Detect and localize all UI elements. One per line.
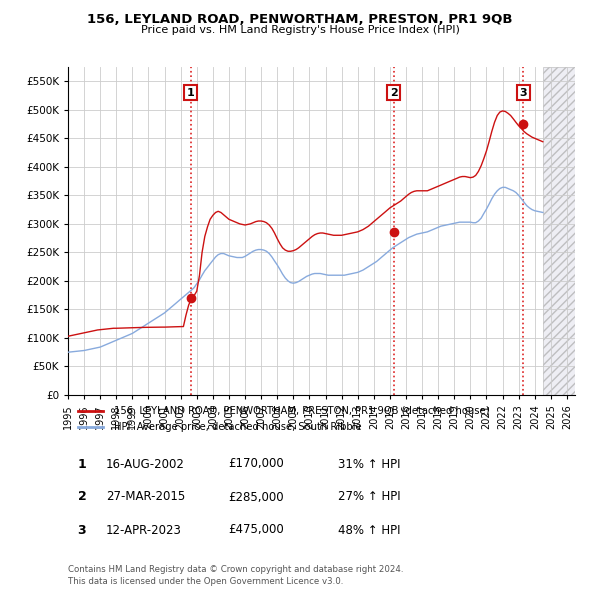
Text: 27-MAR-2015: 27-MAR-2015 [106,490,185,503]
Text: 1: 1 [187,88,194,98]
Text: £285,000: £285,000 [228,490,284,503]
Text: This data is licensed under the Open Government Licence v3.0.: This data is licensed under the Open Gov… [68,578,343,586]
Text: 3: 3 [520,88,527,98]
Text: Contains HM Land Registry data © Crown copyright and database right 2024.: Contains HM Land Registry data © Crown c… [68,565,404,575]
Text: 31% ↑ HPI: 31% ↑ HPI [338,457,401,470]
Text: 156, LEYLAND ROAD, PENWORTHAM, PRESTON, PR1 9QB: 156, LEYLAND ROAD, PENWORTHAM, PRESTON, … [87,13,513,26]
Text: 27% ↑ HPI: 27% ↑ HPI [338,490,401,503]
Text: 1: 1 [77,457,86,470]
Text: HPI: Average price, detached house, South Ribble: HPI: Average price, detached house, Sout… [113,422,361,432]
Text: 2: 2 [390,88,398,98]
Text: 2: 2 [77,490,86,503]
Text: Price paid vs. HM Land Registry's House Price Index (HPI): Price paid vs. HM Land Registry's House … [140,25,460,35]
Text: £475,000: £475,000 [228,523,284,536]
Text: 156, LEYLAND ROAD, PENWORTHAM, PRESTON, PR1 9QB (detached house): 156, LEYLAND ROAD, PENWORTHAM, PRESTON, … [113,406,489,415]
Text: 16-AUG-2002: 16-AUG-2002 [106,457,185,470]
Text: 12-APR-2023: 12-APR-2023 [106,523,182,536]
Text: £170,000: £170,000 [228,457,284,470]
Text: 48% ↑ HPI: 48% ↑ HPI [338,523,401,536]
Text: 3: 3 [77,523,86,536]
Bar [543,67,575,395]
